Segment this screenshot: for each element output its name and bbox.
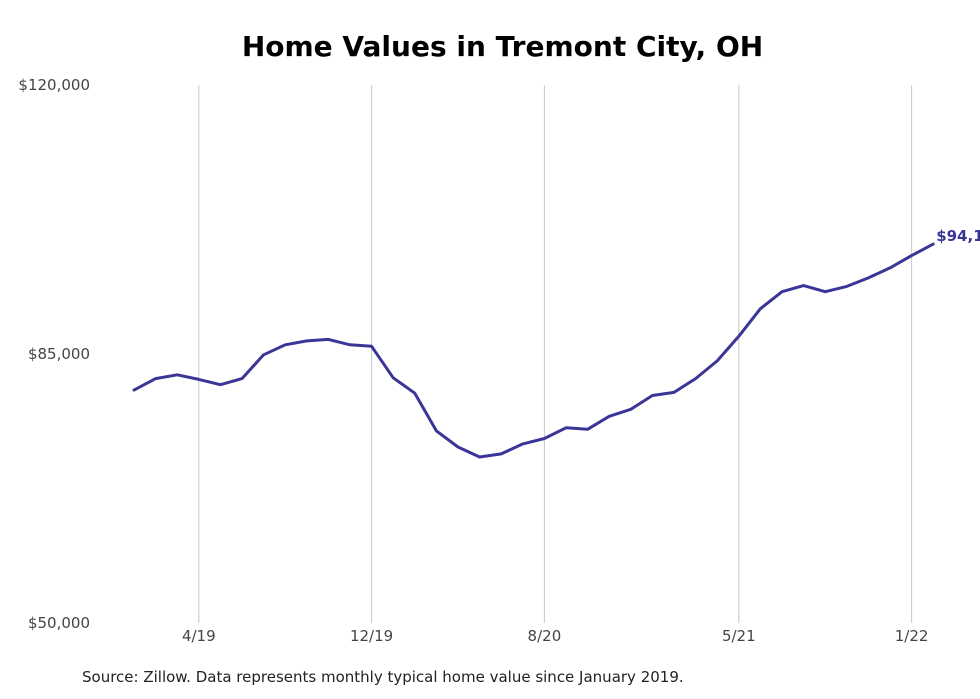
x-tick-label: 1/22 bbox=[895, 627, 929, 645]
y-tick-label: $50,000 bbox=[28, 614, 90, 632]
series-group bbox=[132, 242, 935, 459]
x-tick-label: 12/19 bbox=[350, 627, 393, 645]
x-axis-ticks: 4/19 12/19 8/20 5/21 1/22 bbox=[182, 627, 928, 645]
series-line bbox=[132, 242, 935, 459]
y-tick-label: $120,000 bbox=[18, 76, 90, 94]
y-tick-label: $85,000 bbox=[28, 345, 90, 363]
gridlines bbox=[198, 85, 913, 623]
chart-title: Home Values in Tremont City, OH bbox=[241, 30, 764, 63]
source-note: Source: Zillow. Data represents monthly … bbox=[82, 668, 684, 686]
x-tick-label: 5/21 bbox=[722, 627, 756, 645]
x-tick-label: 4/19 bbox=[182, 627, 216, 645]
end-value-label: $94,152 bbox=[936, 227, 980, 245]
x-tick-label: 8/20 bbox=[528, 627, 562, 645]
y-axis-ticks: $50,000 $85,000 $120,000 bbox=[18, 76, 90, 632]
